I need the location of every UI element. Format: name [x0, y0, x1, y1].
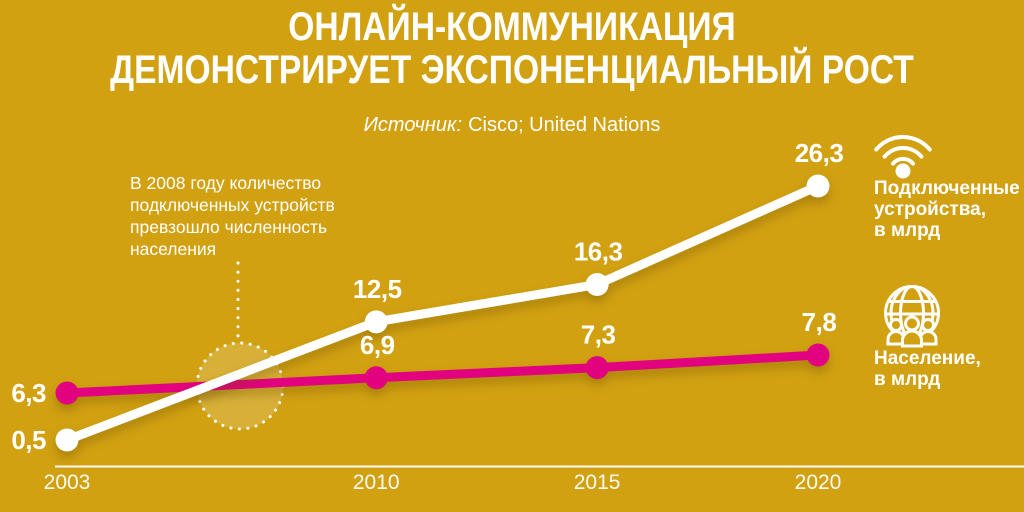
x-tick-label: 2015	[574, 471, 621, 494]
title-line-1: ОНЛАЙН-КОММУНИКАЦИЯ	[288, 5, 736, 49]
x-tick-label: 2003	[44, 471, 91, 494]
devices-point	[55, 428, 79, 452]
legend-population-label: Население, в млрд	[874, 348, 981, 390]
population-point	[585, 356, 609, 380]
devices-point-label: 0,5	[11, 425, 46, 455]
devices-point	[364, 310, 388, 334]
devices-series	[55, 174, 830, 452]
source-line: Источник: Cisco; United Nations	[0, 114, 1024, 137]
population-point	[55, 381, 79, 405]
population-point	[364, 366, 388, 390]
population-line	[62, 350, 823, 398]
x-tick-label: 2010	[353, 471, 400, 494]
source-text: Cisco; United Nations	[468, 114, 661, 136]
x-tick-label: 2020	[795, 471, 842, 494]
devices-point	[806, 174, 830, 198]
devices-point-label: 16,3	[574, 236, 623, 266]
devices-point-label: 26,3	[795, 138, 844, 168]
wifi-icon	[874, 135, 932, 179]
crossover-annotation: В 2008 году количество подключенных устр…	[130, 173, 335, 259]
devices-point	[585, 272, 609, 296]
source-prefix: Источник:	[363, 114, 463, 136]
population-point	[806, 343, 830, 367]
page-title: ОНЛАЙН-КОММУНИКАЦИЯ ДЕМОНСТРИРУЕТ ЭКСПОН…	[0, 6, 1024, 92]
population-point-label: 7,3	[581, 320, 616, 350]
population-point-label: 6,3	[11, 378, 46, 408]
title-line-2: ДЕМОНСТРИРУЕТ ЭКСПОНЕНЦИАЛЬНЫЙ РОСТ	[110, 48, 914, 92]
globe-icon	[884, 285, 940, 348]
population-point-label: 6,9	[360, 330, 395, 360]
devices-point-label: 12,5	[353, 274, 402, 304]
population-point-label: 7,8	[802, 307, 837, 337]
devices-line	[62, 181, 823, 445]
legend-devices-label: Подключенные устройства, в млрд	[874, 178, 1020, 241]
